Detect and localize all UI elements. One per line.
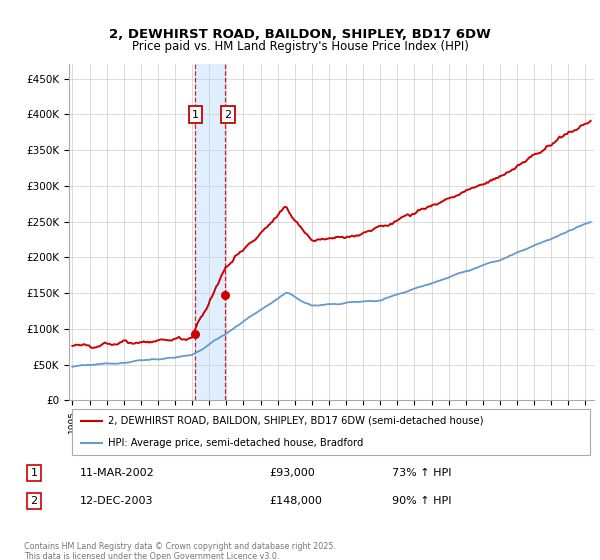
Text: £93,000: £93,000 [269,468,315,478]
Text: 2, DEWHIRST ROAD, BAILDON, SHIPLEY, BD17 6DW (semi-detached house): 2, DEWHIRST ROAD, BAILDON, SHIPLEY, BD17… [109,416,484,426]
Bar [196,64,226,400]
Text: 2: 2 [224,110,232,120]
Text: Price paid vs. HM Land Registry's House Price Index (HPI): Price paid vs. HM Land Registry's House … [131,40,469,53]
Text: 1: 1 [192,110,199,120]
Text: 2: 2 [31,496,38,506]
Text: 1: 1 [31,468,38,478]
Text: 11-MAR-2002: 11-MAR-2002 [80,468,155,478]
Text: 90% ↑ HPI: 90% ↑ HPI [392,496,452,506]
FancyBboxPatch shape [71,409,590,455]
Text: £148,000: £148,000 [269,496,322,506]
Text: HPI: Average price, semi-detached house, Bradford: HPI: Average price, semi-detached house,… [109,437,364,447]
Text: 12-DEC-2003: 12-DEC-2003 [80,496,154,506]
Text: 2, DEWHIRST ROAD, BAILDON, SHIPLEY, BD17 6DW: 2, DEWHIRST ROAD, BAILDON, SHIPLEY, BD17… [109,28,491,41]
Text: 73% ↑ HPI: 73% ↑ HPI [392,468,452,478]
Text: Contains HM Land Registry data © Crown copyright and database right 2025.
This d: Contains HM Land Registry data © Crown c… [24,542,336,560]
